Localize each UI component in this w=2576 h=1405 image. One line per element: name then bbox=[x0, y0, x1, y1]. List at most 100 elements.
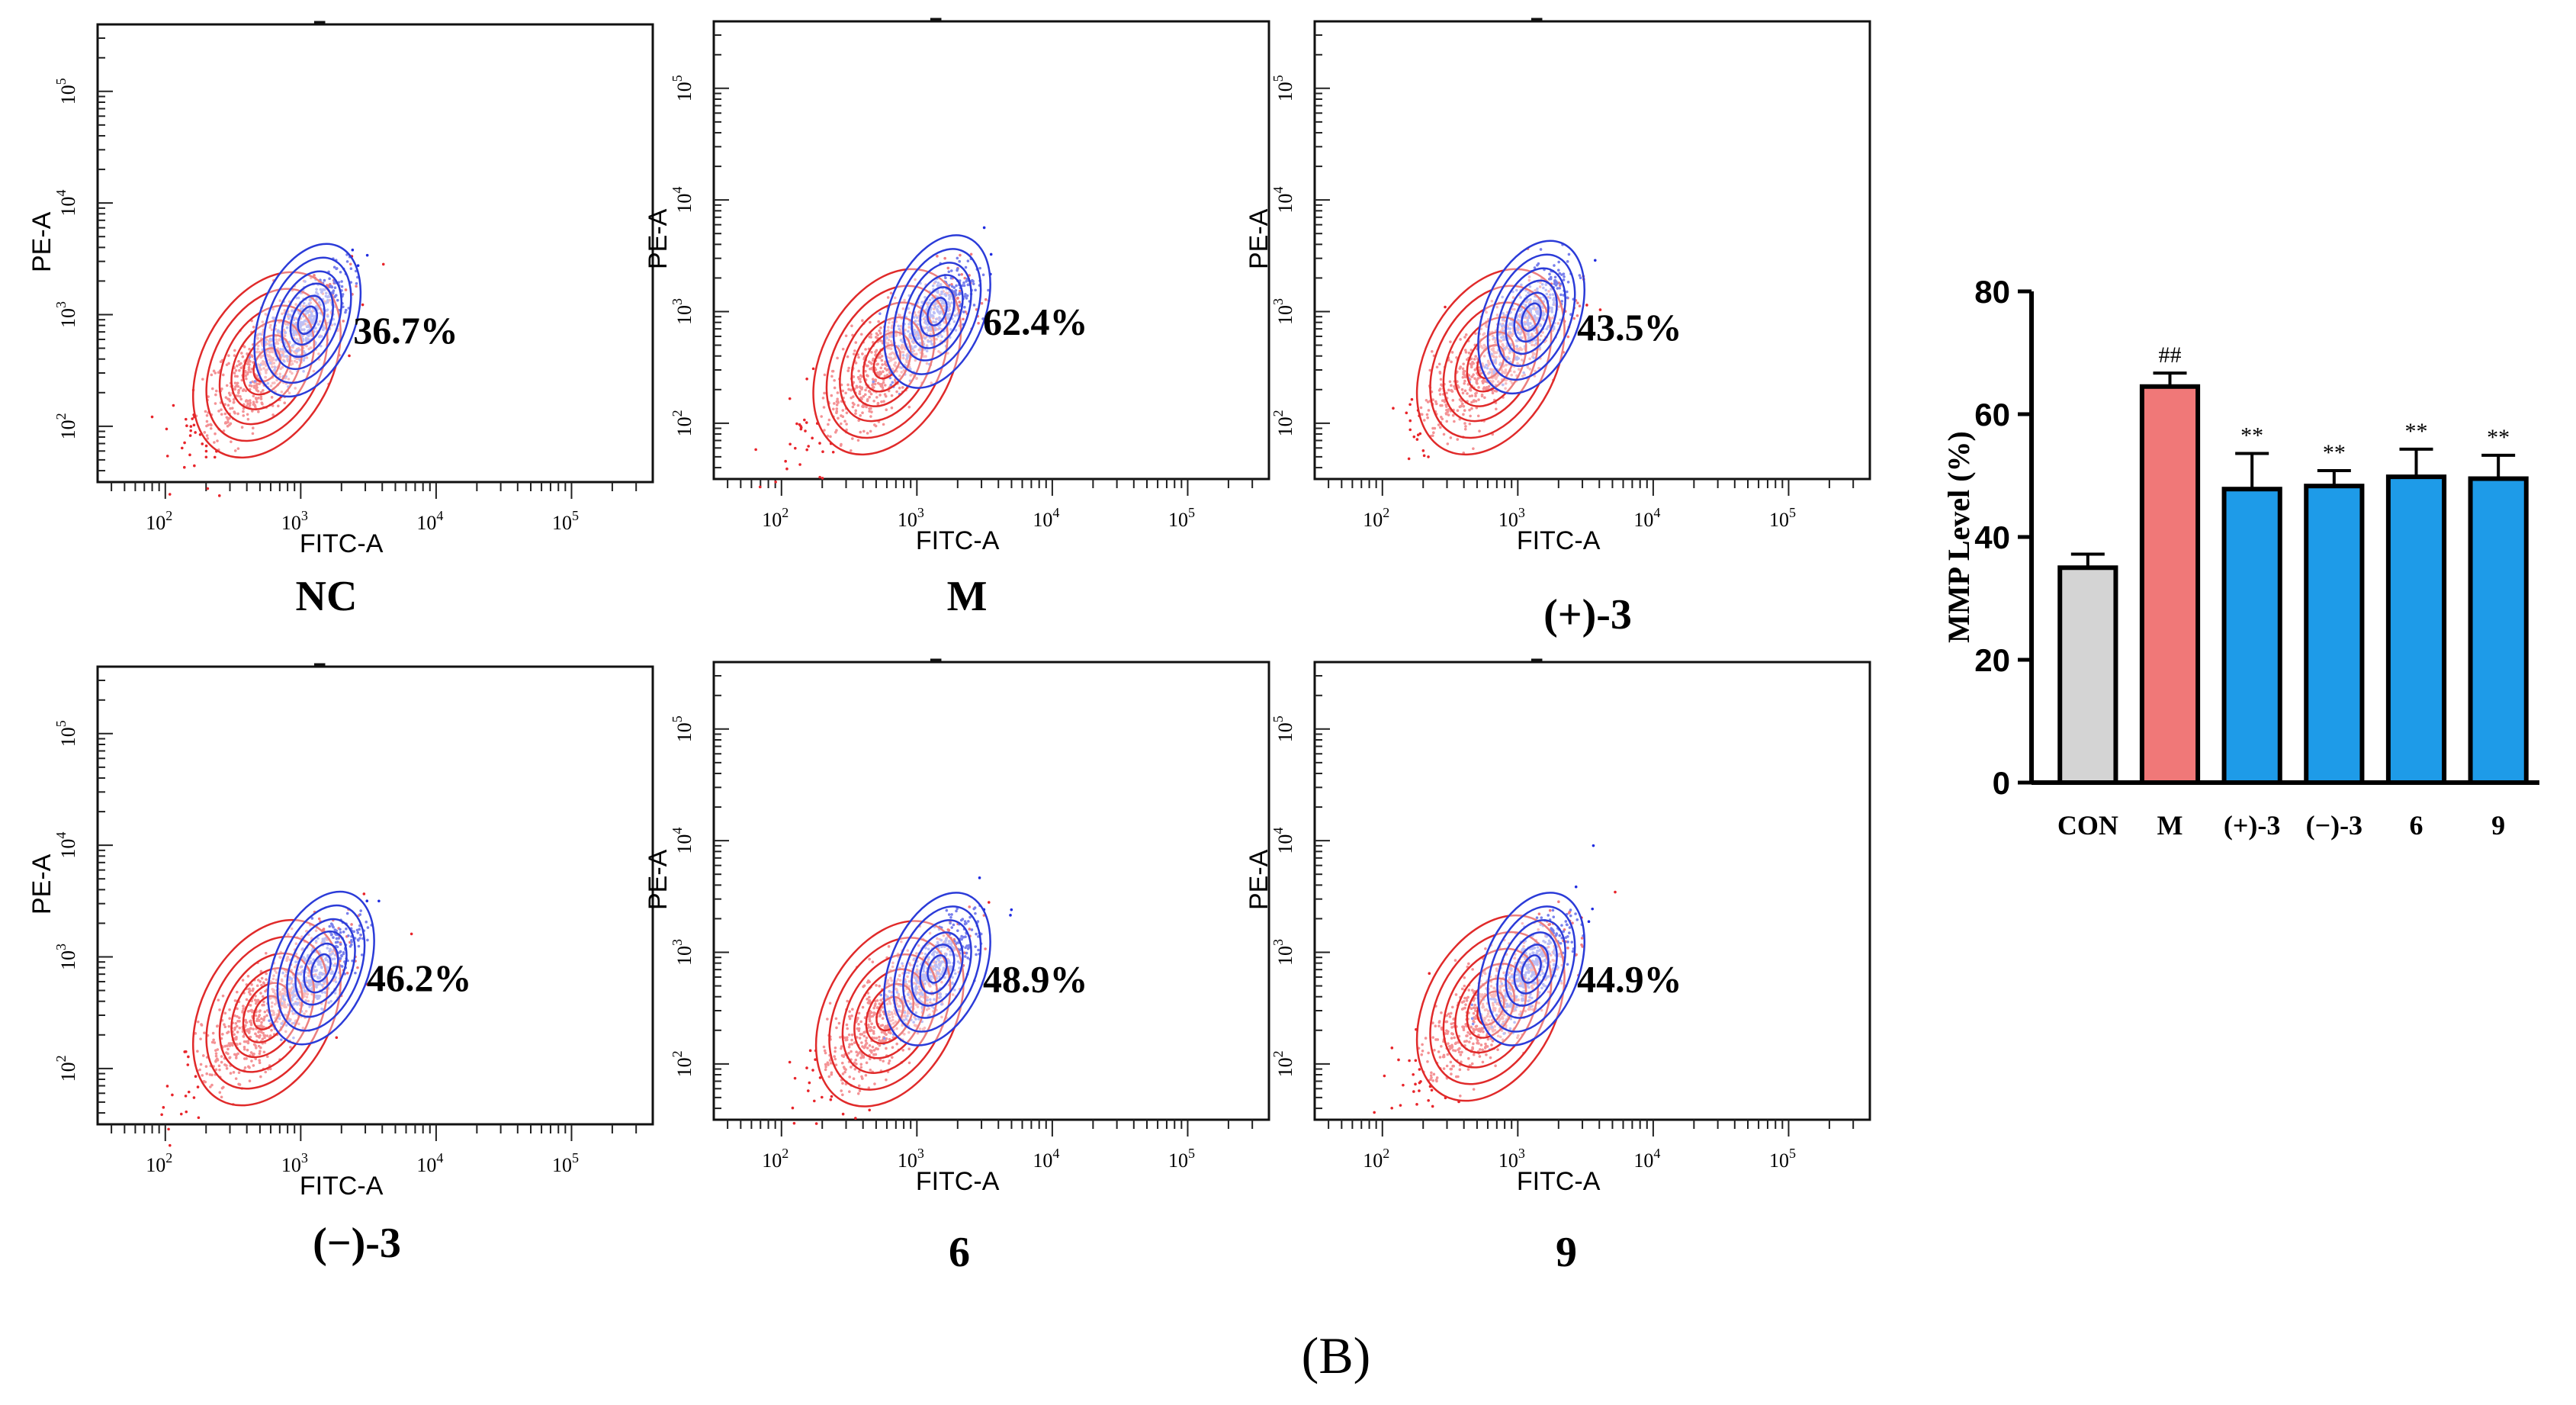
x-tick-label: 104 bbox=[1033, 1146, 1059, 1172]
event-dot-blue bbox=[333, 286, 337, 290]
event-dot-red bbox=[807, 445, 810, 448]
event-dot-red bbox=[754, 448, 757, 452]
event-dot-red bbox=[1427, 455, 1430, 458]
event-dot-red bbox=[326, 284, 329, 287]
event-dot-red bbox=[805, 448, 808, 452]
event-dot-red bbox=[362, 892, 366, 895]
event-dot-red bbox=[180, 446, 184, 450]
event-dot-red bbox=[803, 418, 806, 422]
event-dot-red bbox=[348, 354, 351, 358]
event-dot-blue bbox=[332, 265, 336, 269]
y-axis-ticks bbox=[1315, 34, 1330, 469]
event-dot-red bbox=[987, 901, 991, 904]
event-dot-red bbox=[805, 377, 808, 381]
event-dot-red bbox=[830, 1095, 834, 1098]
event-dot-red bbox=[171, 1093, 174, 1097]
plot-frame bbox=[712, 20, 1270, 481]
event-dot-blue bbox=[339, 270, 342, 274]
event-dot-red bbox=[804, 429, 807, 432]
event-dot-red bbox=[201, 442, 204, 445]
event-dot-red bbox=[167, 1127, 170, 1131]
event-dot-red bbox=[410, 932, 413, 936]
event-dot-red bbox=[805, 421, 808, 424]
y-tick-label: 102 bbox=[670, 410, 695, 436]
x-tick-label: 102 bbox=[762, 1146, 789, 1172]
y-axis-label: PE-A bbox=[27, 211, 56, 272]
event-dot-red bbox=[193, 464, 196, 468]
event-dot-blue bbox=[329, 285, 333, 288]
event-dot-red bbox=[1410, 397, 1414, 401]
event-dot-blue bbox=[982, 226, 986, 230]
event-dot-blue bbox=[347, 307, 351, 310]
panel-label: NC bbox=[296, 573, 358, 620]
event-dot-red bbox=[186, 1063, 190, 1066]
percent-label: 43.5% bbox=[1577, 306, 1682, 349]
event-dot-red bbox=[204, 444, 208, 448]
event-dot-red bbox=[854, 1117, 857, 1120]
event-dot-red bbox=[820, 1095, 824, 1099]
event-dot-blue bbox=[323, 278, 326, 282]
y-axis-label: PE-A bbox=[1245, 208, 1274, 269]
percent-label: 36.7% bbox=[353, 309, 458, 352]
event-dot-red bbox=[204, 455, 208, 459]
event-dot-red bbox=[795, 422, 798, 426]
event-dot-red bbox=[799, 424, 802, 428]
event-dot-red bbox=[335, 1036, 339, 1040]
y-axis-ticks bbox=[98, 37, 113, 472]
y-tick-label: 104 bbox=[670, 187, 695, 214]
y-tick-label: 102 bbox=[670, 1050, 695, 1077]
x-tick-label: 102 bbox=[762, 505, 789, 531]
event-dot-red bbox=[150, 415, 154, 419]
event-dot-red bbox=[811, 1069, 814, 1072]
flow-panel-1: 102 103 104 105FITC-A102103104105PE-A36.7%N… bbox=[27, 21, 654, 620]
percent-label: 46.2% bbox=[367, 956, 471, 999]
plot-frame bbox=[96, 665, 654, 1126]
x-tick-label: 105 bbox=[1168, 1146, 1195, 1172]
x-axis-label: FITC-A bbox=[916, 1167, 1000, 1196]
event-dot-red bbox=[168, 1143, 172, 1147]
event-dot-red bbox=[183, 1050, 187, 1053]
event-dot-red bbox=[197, 1116, 201, 1120]
event-dot-red bbox=[821, 450, 824, 454]
event-dot-red bbox=[189, 425, 193, 428]
event-dot-red bbox=[184, 417, 188, 421]
event-dot-red bbox=[344, 288, 348, 291]
x-axis-ticks bbox=[727, 1120, 1254, 1137]
event-dot-blue bbox=[333, 295, 336, 298]
event-dot-red bbox=[168, 493, 172, 496]
event-dot-blue bbox=[344, 308, 348, 312]
event-dot-red bbox=[185, 424, 188, 428]
event-dot-red bbox=[798, 463, 801, 466]
x-axis-label: FITC-A bbox=[300, 1172, 384, 1201]
x-axis-ticks bbox=[111, 1124, 638, 1141]
event-dot-red bbox=[194, 431, 197, 434]
x-axis-ticks bbox=[1328, 479, 1855, 496]
event-dot-red bbox=[818, 475, 821, 479]
event-dot-red bbox=[165, 1085, 169, 1088]
event-dot-red bbox=[811, 367, 815, 371]
panel-label: (+)-3 bbox=[1543, 591, 1632, 638]
x-axis-label: FITC-A bbox=[1517, 526, 1601, 555]
x-tick-label: 103 bbox=[281, 508, 308, 534]
event-dot-blue bbox=[355, 281, 358, 285]
event-dot-blue bbox=[328, 277, 331, 281]
y-tick-label: 103 bbox=[1270, 298, 1296, 325]
event-dot-red bbox=[191, 417, 194, 420]
panel-label: (−)-3 bbox=[313, 1220, 401, 1267]
y-tick-label: 103 bbox=[53, 301, 79, 328]
event-dot-red bbox=[188, 453, 191, 457]
event-dot-red bbox=[1408, 428, 1412, 432]
x-axis-label: FITC-A bbox=[916, 526, 1000, 555]
event-dot-blue bbox=[356, 264, 360, 267]
event-dot-red bbox=[381, 262, 385, 266]
event-dot-red bbox=[192, 423, 196, 427]
event-dot-red bbox=[172, 403, 175, 407]
event-dot-red bbox=[813, 1099, 816, 1103]
x-tick-label: 105 bbox=[552, 508, 579, 534]
event-dot-red bbox=[788, 397, 792, 400]
event-dot-red bbox=[355, 285, 358, 288]
event-dot-red bbox=[194, 1075, 198, 1079]
event-dot-red bbox=[189, 429, 193, 432]
contour-lines bbox=[1415, 240, 1586, 456]
